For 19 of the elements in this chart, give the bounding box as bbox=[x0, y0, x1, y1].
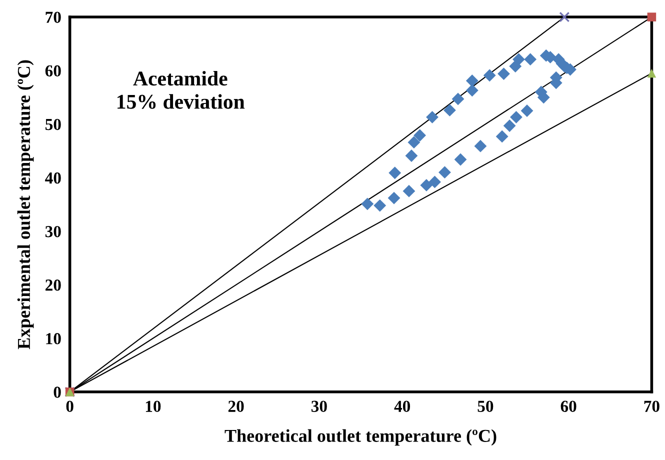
x-tick-label: 60 bbox=[560, 400, 576, 412]
x-tick-label: 70 bbox=[644, 400, 660, 412]
y-tick-label: 70 bbox=[46, 12, 61, 23]
x-tick-label: 50 bbox=[478, 400, 494, 412]
y-tick-label: 60 bbox=[45, 65, 61, 77]
annotation: Acetamide 15% deviation bbox=[118, 70, 245, 109]
y-tick-label: 50 bbox=[45, 118, 61, 130]
x-tick-label: 40 bbox=[394, 400, 410, 412]
y-tick-label: 20 bbox=[46, 280, 61, 291]
y-tick-label: 10 bbox=[46, 333, 61, 344]
y-tick-label: 40 bbox=[45, 172, 61, 184]
x-tick-label: 0 bbox=[66, 400, 74, 412]
x-tick-label: 20 bbox=[228, 400, 244, 412]
x-axis-title: Theoretical outlet temperature (ºC) bbox=[224, 429, 496, 446]
y-tick-label: 0 bbox=[54, 386, 61, 398]
x-tick-label: 30 bbox=[311, 400, 327, 412]
x-tick-label: 10 bbox=[146, 400, 161, 412]
y-tick-label: 30 bbox=[45, 226, 61, 238]
y-axis-title: Experimental outlet temperature (ºC) bbox=[17, 60, 34, 350]
